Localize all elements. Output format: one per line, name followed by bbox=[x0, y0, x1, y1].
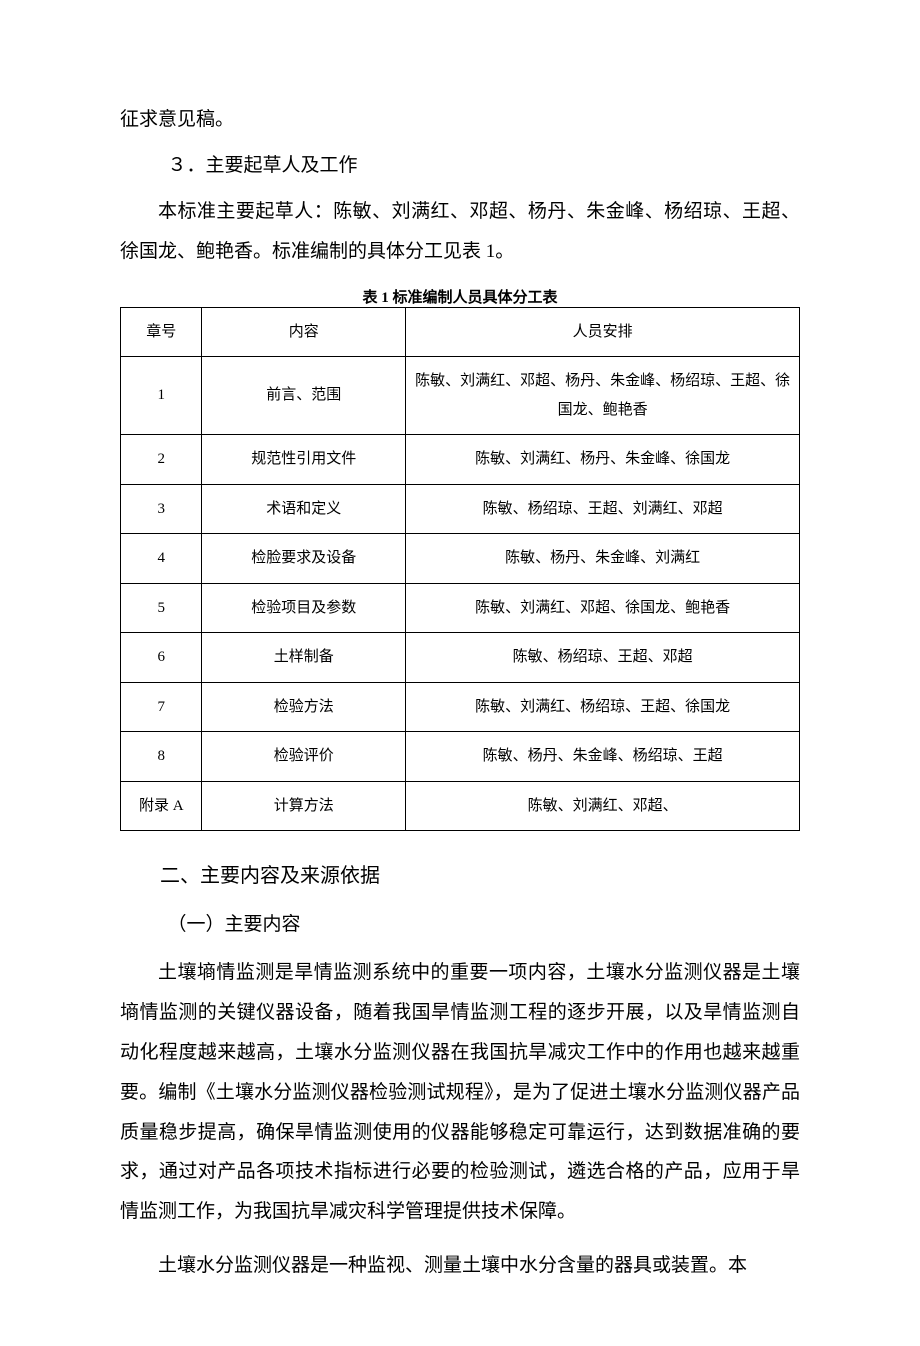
cell-people: 陈敏、杨丹、朱金峰、刘满红 bbox=[406, 534, 800, 584]
table-header-row: 章号 内容 人员安排 bbox=[121, 307, 800, 357]
cell-people: 陈敏、刘满红、邓超、杨丹、朱金峰、杨绍琼、王超、徐国龙、鲍艳香 bbox=[406, 357, 800, 435]
cell-content: 计算方法 bbox=[202, 781, 406, 831]
cell-chapter: 5 bbox=[121, 583, 202, 633]
cell-chapter: 7 bbox=[121, 682, 202, 732]
top-fragment-text: 征求意见稿。 bbox=[120, 100, 800, 140]
cell-content: 术语和定义 bbox=[202, 484, 406, 534]
table-row: 附录 A 计算方法 陈敏、刘满红、邓超、 bbox=[121, 781, 800, 831]
cell-content: 前言、范围 bbox=[202, 357, 406, 435]
cell-content: 检脸要求及设备 bbox=[202, 534, 406, 584]
division-table: 章号 内容 人员安排 1 前言、范围 陈敏、刘满红、邓超、杨丹、朱金峰、杨绍琼、… bbox=[120, 307, 800, 832]
main-content-para-2: 土壤水分监测仪器是一种监视、测量土壤中水分含量的器具或装置。本 bbox=[120, 1246, 800, 1286]
table-row: 7 检验方法 陈敏、刘满红、杨绍琼、王超、徐国龙 bbox=[121, 682, 800, 732]
page: 征求意见稿。 ３．主要起草人及工作 本标准主要起草人：陈敏、刘满红、邓超、杨丹、… bbox=[0, 0, 920, 1346]
table-caption: 表 1 标准编制人员具体分工表 bbox=[120, 286, 800, 307]
cell-people: 陈敏、刘满红、杨丹、朱金峰、徐国龙 bbox=[406, 435, 800, 485]
cell-chapter: 附录 A bbox=[121, 781, 202, 831]
table-row: 3 术语和定义 陈敏、杨绍琼、王超、刘满红、邓超 bbox=[121, 484, 800, 534]
table-header-chapter: 章号 bbox=[121, 307, 202, 357]
table-row: 1 前言、范围 陈敏、刘满红、邓超、杨丹、朱金峰、杨绍琼、王超、徐国龙、鲍艳香 bbox=[121, 357, 800, 435]
cell-people: 陈敏、刘满红、邓超、 bbox=[406, 781, 800, 831]
section-two-heading: 二、主要内容及来源依据 bbox=[120, 855, 800, 897]
cell-content: 检验项目及参数 bbox=[202, 583, 406, 633]
table-header-content: 内容 bbox=[202, 307, 406, 357]
table-row: 2 规范性引用文件 陈敏、刘满红、杨丹、朱金峰、徐国龙 bbox=[121, 435, 800, 485]
cell-chapter: 4 bbox=[121, 534, 202, 584]
cell-chapter: 3 bbox=[121, 484, 202, 534]
cell-people: 陈敏、刘满红、杨绍琼、王超、徐国龙 bbox=[406, 682, 800, 732]
cell-content: 检验方法 bbox=[202, 682, 406, 732]
section-two-sub-heading: （一）主要内容 bbox=[120, 905, 800, 945]
table-row: 6 土样制备 陈敏、杨绍琼、王超、邓超 bbox=[121, 633, 800, 683]
cell-people: 陈敏、刘满红、邓超、徐国龙、鲍艳香 bbox=[406, 583, 800, 633]
cell-people: 陈敏、杨绍琼、王超、刘满红、邓超 bbox=[406, 484, 800, 534]
section-3-para: 本标准主要起草人：陈敏、刘满红、邓超、杨丹、朱金峰、杨绍琼、王超、徐国龙、鲍艳香… bbox=[120, 192, 800, 272]
cell-chapter: 2 bbox=[121, 435, 202, 485]
cell-people: 陈敏、杨丹、朱金峰、杨绍琼、王超 bbox=[406, 732, 800, 782]
cell-content: 土样制备 bbox=[202, 633, 406, 683]
table-row: 8 检验评价 陈敏、杨丹、朱金峰、杨绍琼、王超 bbox=[121, 732, 800, 782]
cell-content: 规范性引用文件 bbox=[202, 435, 406, 485]
cell-content: 检验评价 bbox=[202, 732, 406, 782]
main-content-para-1: 土壤墒情监测是旱情监测系统中的重要一项内容，土壤水分监测仪器是土壤墒情监测的关键… bbox=[120, 953, 800, 1232]
cell-chapter: 6 bbox=[121, 633, 202, 683]
cell-chapter: 1 bbox=[121, 357, 202, 435]
cell-people: 陈敏、杨绍琼、王超、邓超 bbox=[406, 633, 800, 683]
table-row: 4 检脸要求及设备 陈敏、杨丹、朱金峰、刘满红 bbox=[121, 534, 800, 584]
cell-chapter: 8 bbox=[121, 732, 202, 782]
table-header-people: 人员安排 bbox=[406, 307, 800, 357]
table-row: 5 检验项目及参数 陈敏、刘满红、邓超、徐国龙、鲍艳香 bbox=[121, 583, 800, 633]
section-3-title: ３．主要起草人及工作 bbox=[120, 146, 800, 186]
